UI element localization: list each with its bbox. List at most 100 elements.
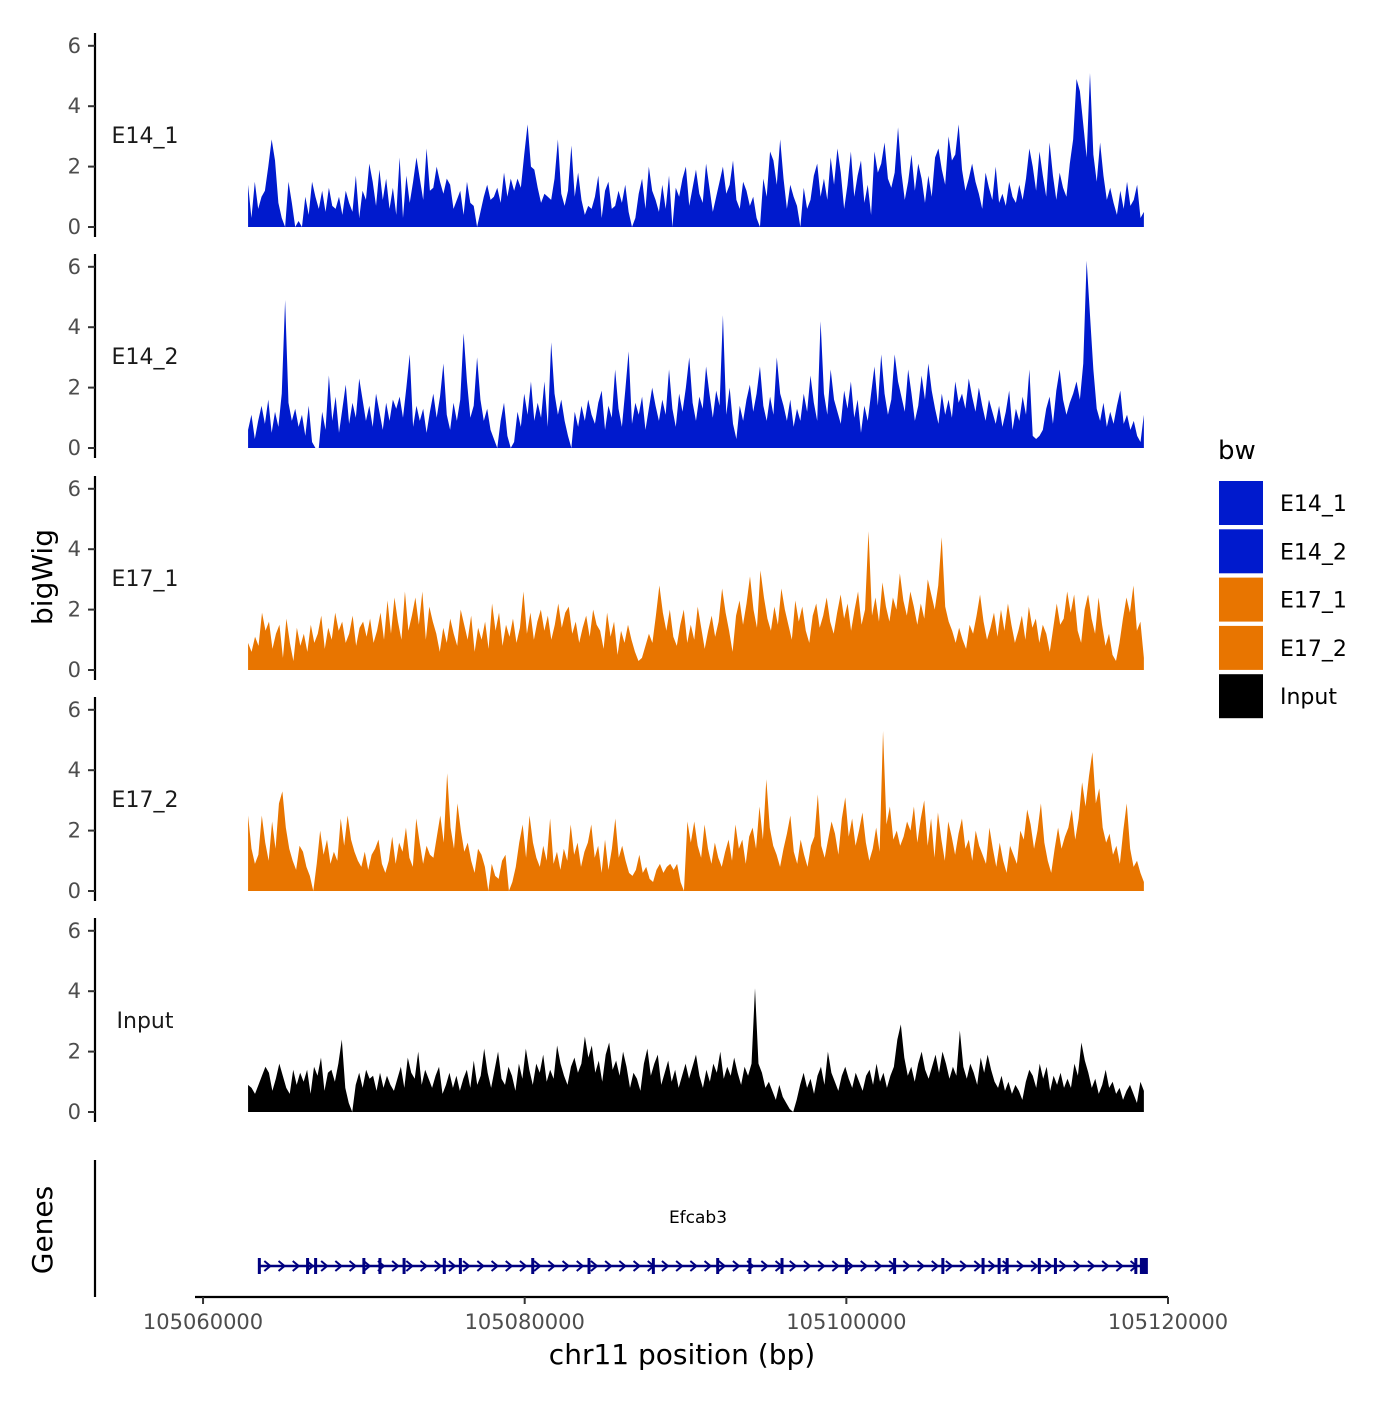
strand-arrow: [405, 1260, 414, 1272]
strand-arrow: [1073, 1260, 1082, 1272]
strand-arrow: [860, 1260, 869, 1272]
strand-arrow: [419, 1260, 429, 1272]
legend-label: Input: [1280, 685, 1337, 710]
track-name-label: E17_1: [112, 567, 179, 592]
strand-arrow: [590, 1260, 599, 1272]
track-name-label: E14_2: [112, 345, 179, 370]
signal-area-e14-1: [248, 72, 1144, 227]
strand-arrow: [789, 1260, 798, 1272]
signal-area-e17-1: [248, 531, 1144, 670]
strand-arrow: [874, 1260, 883, 1272]
gene-exon: [780, 1258, 784, 1274]
strand-arrow: [618, 1260, 627, 1272]
gene-exon: [981, 1258, 985, 1274]
strand-arrow: [1115, 1260, 1124, 1272]
y-tick-label: 4: [68, 315, 81, 339]
strand-arrow: [632, 1260, 642, 1272]
strand-arrow: [263, 1260, 272, 1272]
signal-area-input: [248, 988, 1144, 1112]
gene-exon: [362, 1258, 366, 1274]
strand-arrow: [1002, 1260, 1011, 1272]
legend-swatch: [1217, 575, 1265, 624]
gene-label: Efcab3: [669, 1208, 727, 1228]
strand-arrow: [448, 1260, 457, 1272]
track-name-label: E17_2: [112, 788, 179, 813]
y-tick-label: 2: [68, 819, 81, 843]
y-tick-label: 6: [68, 34, 81, 58]
strand-arrow: [845, 1260, 855, 1272]
strand-arrow: [945, 1260, 954, 1272]
gene-exon: [402, 1258, 406, 1274]
gene-exon: [1005, 1258, 1009, 1274]
strand-arrow: [277, 1260, 287, 1272]
strand-arrow: [462, 1260, 471, 1272]
strand-arrow: [959, 1260, 968, 1272]
gene-exon: [1053, 1258, 1057, 1274]
strand-arrow: [732, 1260, 741, 1272]
signal-area-e14-2: [248, 260, 1144, 448]
track-e14-1: 0 2 4 6 E14_1: [68, 33, 1144, 239]
gene-exon: [257, 1258, 261, 1274]
track-e17-2: 0 2 4 6 E17_2: [68, 697, 1144, 903]
x-tick-label: 105080000: [465, 1310, 585, 1334]
track-name-label: Input: [117, 1009, 174, 1034]
strand-arrow: [363, 1260, 372, 1272]
y-tick-label: 6: [68, 698, 81, 722]
gene-track: [93, 1160, 1148, 1297]
strand-arrow: [533, 1260, 542, 1272]
strand-arrow: [931, 1260, 940, 1272]
genes-axis-title: Genes: [26, 1186, 59, 1274]
strand-arrow: [576, 1260, 585, 1272]
y-tick-label: 4: [68, 94, 81, 118]
gene-exon: [716, 1258, 720, 1274]
y-tick-label: 4: [68, 758, 81, 782]
legend-title: bw: [1218, 436, 1256, 466]
tracks-layer: 0 2 4 6 E14_1 0 2 4 6 E14_2 0 2 4 6 E17_1 0 2 4 6 E17_2 0 2 4 6…: [68, 33, 1144, 1124]
signal-area-e17-2: [248, 730, 1144, 891]
strand-arrow: [604, 1260, 613, 1272]
strand-arrow: [803, 1260, 812, 1272]
strand-arrow: [476, 1260, 485, 1272]
strand-arrow: [902, 1260, 911, 1272]
y-tick-label: 2: [68, 155, 81, 179]
y-tick-label: 2: [68, 376, 81, 400]
y-tick-label: 0: [68, 1100, 81, 1124]
gene-exon: [1139, 1258, 1148, 1274]
strand-arrow: [1101, 1260, 1110, 1272]
legend: bw E14_1 E14_2 E17_1 E17_2 Input: [1217, 436, 1347, 721]
y-tick-label: 6: [68, 477, 81, 501]
gene-exon: [531, 1258, 535, 1274]
legend-entry-e17-2: E17_2: [1217, 623, 1347, 672]
legend-entry-input: Input: [1217, 672, 1337, 721]
track-e17-1: 0 2 4 6 E17_1: [68, 476, 1144, 682]
legend-label: E14_1: [1280, 492, 1347, 517]
legend-label: E17_2: [1280, 637, 1347, 662]
strand-arrow: [490, 1260, 500, 1272]
y-tick-label: 6: [68, 919, 81, 943]
y-tick-label: 4: [68, 537, 81, 561]
gene-exon: [378, 1258, 382, 1274]
x-tick-label: 105120000: [1108, 1310, 1228, 1334]
strand-arrow: [434, 1260, 443, 1272]
x-axis-title: chr11 position (bp): [549, 1338, 815, 1371]
strand-arrow: [505, 1260, 514, 1272]
strand-arrow: [718, 1260, 727, 1272]
legend-swatch: [1217, 623, 1265, 672]
strand-arrow: [391, 1260, 400, 1272]
strand-arrow: [1044, 1260, 1053, 1272]
gene-exon: [1134, 1258, 1138, 1274]
gene-exon: [997, 1258, 1001, 1274]
legend-swatch: [1217, 527, 1265, 576]
x-tick-label: 105060000: [143, 1310, 263, 1334]
strand-arrow: [1016, 1260, 1025, 1272]
strand-arrow: [1087, 1260, 1096, 1272]
legend-label: E14_2: [1280, 540, 1347, 565]
gene-exon: [893, 1258, 897, 1274]
track-e14-2: 0 2 4 6 E14_2: [68, 254, 1144, 460]
strand-arrow: [334, 1260, 343, 1272]
strand-arrow: [1058, 1260, 1068, 1272]
legend-entry-e17-1: E17_1: [1217, 575, 1347, 624]
gene-exon: [844, 1258, 848, 1274]
